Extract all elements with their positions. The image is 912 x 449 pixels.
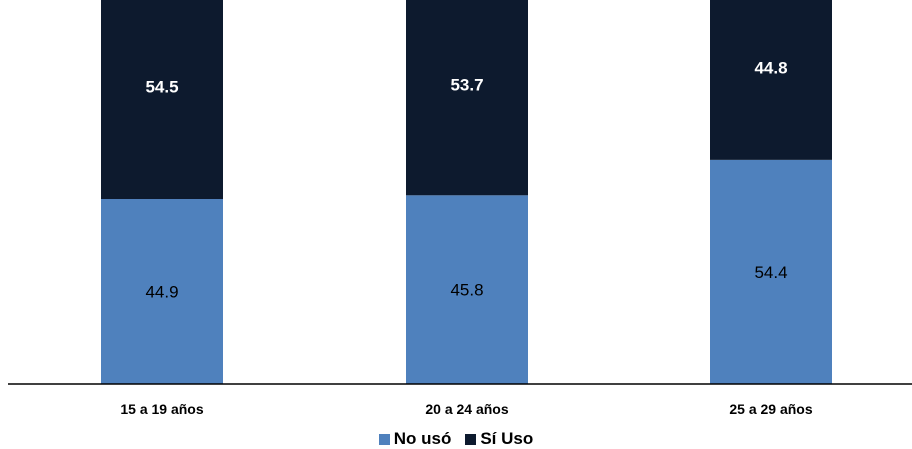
bars-group: 44.9 54.5 45.8 53.7 54.4 44.8 [101, 0, 832, 384]
legend-item-no-uso: No usó [378, 429, 452, 449]
legend-label-si-uso: Sí Uso [480, 429, 534, 448]
data-label-si-uso-3: 44.8 [754, 59, 787, 78]
legend-swatch-no-uso [378, 433, 390, 445]
legend-item-si-uso: Sí Uso [465, 429, 533, 449]
bar-si-uso-1 [101, 0, 223, 200]
data-label-no-uso-3: 54.4 [754, 263, 787, 282]
data-label-si-uso-2: 53.7 [450, 76, 483, 95]
bar-no-uso-1 [101, 199, 223, 384]
bar-si-uso-2 [406, 0, 528, 196]
data-label-no-uso-1: 44.9 [145, 283, 178, 302]
bar-no-uso-2 [406, 195, 528, 384]
x-tick-label-2: 20 a 24 años [425, 401, 508, 417]
x-tick-labels: 15 a 19 años 20 a 24 años 25 a 29 años [120, 401, 812, 417]
bar-si-uso-3 [710, 0, 832, 160]
legend: No usó Sí Uso [0, 429, 912, 449]
bar-no-uso-3 [710, 159, 832, 384]
legend-swatch-si-uso [465, 433, 477, 445]
x-tick-label-3: 25 a 29 años [729, 401, 812, 417]
data-label-si-uso-1: 54.5 [145, 78, 178, 97]
data-label-no-uso-2: 45.8 [450, 281, 483, 300]
legend-label-no-uso: No usó [393, 429, 452, 448]
x-tick-label-1: 15 a 19 años [120, 401, 203, 417]
